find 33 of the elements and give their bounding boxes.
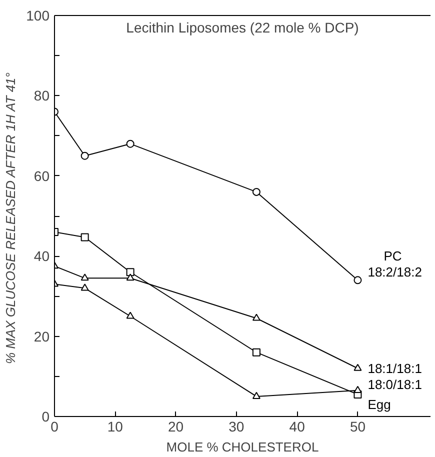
series-label: PC 18:2/18:2: [368, 248, 422, 280]
y-tick-label: 20: [34, 328, 50, 344]
point: [252, 348, 260, 356]
x-tick-label: 30: [228, 418, 244, 434]
x-tick-label: 50: [350, 418, 366, 434]
x-axis-title: MOLE % CHOLESTEROL: [166, 440, 319, 454]
x-tick-label: 40: [289, 418, 306, 434]
point: [354, 276, 362, 284]
point: [80, 152, 89, 160]
y-tick-label: 60: [34, 168, 50, 184]
point: [354, 386, 362, 393]
y-tick-label: 100: [26, 8, 50, 24]
y-tick-label: 0: [42, 408, 50, 424]
series-label: 18:1/18:1: [368, 360, 422, 376]
point: [252, 188, 260, 196]
point: [126, 274, 134, 281]
point: [252, 392, 260, 399]
point: [80, 233, 89, 242]
series-label: 18:0/18:1: [368, 376, 422, 392]
point: [126, 268, 134, 276]
y-tick-label: 80: [34, 88, 50, 104]
point: [126, 140, 134, 148]
y-axis-title: % MAX GLUCOSE RELEASED AFTER 1H AT 41°: [3, 72, 18, 364]
point: [80, 274, 89, 281]
x-tick-label: 20: [168, 418, 184, 434]
chart-title: Lecithin Liposomes (22 mole % DCP): [126, 20, 359, 36]
point: [126, 312, 134, 319]
y-tick-label: 40: [34, 248, 50, 264]
x-tick-label: 10: [107, 418, 124, 434]
point: [80, 284, 89, 291]
point: [252, 314, 260, 321]
point: [354, 364, 362, 371]
series-label: Egg: [368, 396, 391, 412]
